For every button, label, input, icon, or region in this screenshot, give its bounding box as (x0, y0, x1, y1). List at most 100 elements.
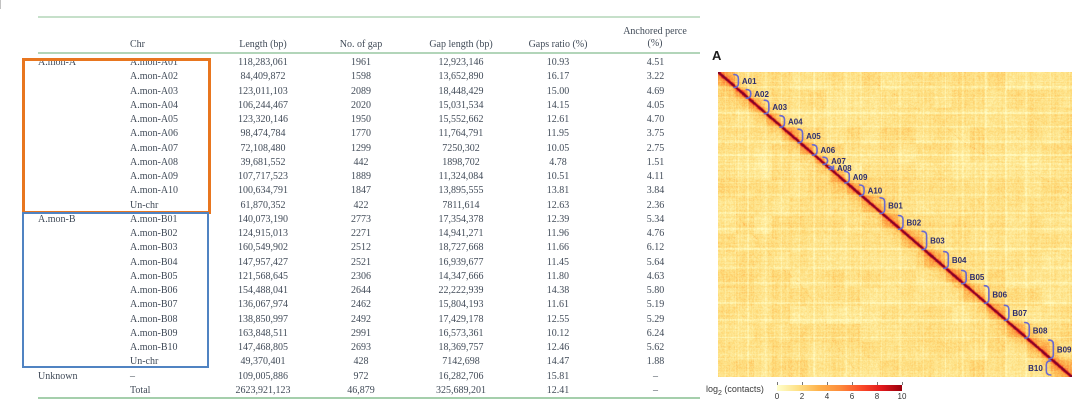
chrom-bracket (797, 128, 804, 144)
hic-contact-heatmap (718, 72, 1072, 377)
chrom-label: A02 (754, 90, 769, 99)
cell-anchored: 4.76 (646, 228, 665, 239)
cell-chr: A.mon-B03 (130, 242, 178, 254)
chrom-label: A06 (821, 146, 836, 155)
cell-chr: A.mon-B07 (130, 299, 178, 311)
cell-chr: Un-chr (130, 199, 159, 211)
cell-chr: A.mon-B06 (130, 285, 178, 296)
cell-ratio: 4.78 (549, 156, 567, 168)
cell-chr: A.mon-A08 (130, 156, 179, 168)
cell-gap-length: 12,923,146 (438, 57, 484, 68)
cell-gap-length: 7811,614 (442, 199, 480, 211)
cell-gaps: 2306 (351, 270, 371, 282)
cell-len: 154,488,041 (238, 285, 288, 296)
cell-ratio: 10.12 (546, 327, 570, 339)
chrom-bracket (1024, 321, 1031, 339)
cell-ratio: 10.93 (546, 57, 570, 68)
cell-gap-length: 325,689,201 (436, 384, 486, 396)
chrom-bracket (1003, 304, 1010, 322)
chrom-bracket (1045, 360, 1052, 376)
table-row: A.mon-A07 72,108,480 1299 7250,302 10.05 2.75 (0, 142, 720, 156)
colorbar (777, 385, 902, 391)
table-header-row: Chr Length (bp) No. of gap Gap length (b… (0, 18, 720, 51)
cell-chr: A.mon-A06 (130, 128, 179, 140)
table-row: A.mon-A06 98,474,784 1770 11,764,791 11.95 3.… (0, 127, 720, 141)
chrom-bracket (745, 88, 752, 99)
cell-len: 136,067,974 (238, 299, 288, 311)
cell-gap-length: 15,031,534 (438, 99, 484, 111)
cell-ratio: 12.46 (546, 342, 570, 353)
table-row: A.mon-A05 123,320,146 1950 15,552,662 12.61 4… (0, 113, 720, 127)
colorbar-tick-mark (902, 382, 903, 385)
cell-len: 123,320,146 (238, 114, 288, 125)
colorbar-tick-label: 2 (799, 392, 805, 401)
cell-chr: A.mon-B02 (130, 228, 178, 239)
cell-anchored: 5.29 (646, 313, 665, 325)
cell-gaps: 2693 (351, 342, 371, 353)
chrom-bracket (763, 99, 770, 115)
cell-gaps: 422 (353, 199, 369, 211)
chrom-bracket (983, 284, 990, 305)
table-row: Un-chr 61,870,352 422 7811,614 12.63 2.36 (0, 199, 720, 213)
cell-gaps: 2644 (351, 285, 371, 296)
chrom-label: B03 (930, 237, 945, 246)
table-top-rule (38, 16, 700, 18)
chrom-label: B09 (1057, 346, 1072, 355)
cell-anchored: 1.88 (646, 356, 665, 368)
table-row: A.mon-B04 147,957,427 2521 16,939,677 11.45 5… (0, 256, 720, 270)
cell-gaps: 46,879 (347, 384, 375, 396)
cell-gaps: 1299 (351, 142, 371, 154)
chrom-bracket (858, 184, 865, 197)
table-row: A.mon-B05 121,568,645 2306 14,347,666 11.80 4… (0, 270, 720, 284)
cell-chr: Total (130, 384, 151, 396)
cell-gap-length: 15,552,662 (438, 114, 484, 125)
chrom-label: B10 (1028, 364, 1043, 373)
chrom-label: A10 (868, 186, 883, 195)
chrom-label: A01 (742, 77, 757, 86)
cell-gaps: 2020 (351, 99, 371, 111)
table-row: A.mon-A A.mon-A01 118,283,061 1961 12,923,14… (0, 56, 720, 70)
cell-anchored: 6.24 (646, 327, 665, 339)
chrom-bracket (1048, 339, 1055, 360)
cell-anchored: 5.64 (646, 256, 665, 268)
chrom-bracket (879, 197, 886, 215)
col-header-gap-length: Gap length (bp) (429, 39, 493, 50)
table-row: A.mon-B09 163,848,511 2991 16,573,361 10.12 6… (0, 327, 720, 341)
cell-ratio: 14.47 (546, 356, 570, 368)
cell-len: 147,468,805 (238, 342, 288, 353)
chrom-label: B07 (1012, 309, 1027, 318)
cell-chr: A.mon-A02 (130, 71, 179, 83)
chrom-bracket (960, 269, 967, 285)
cell-len: 61,870,352 (240, 199, 286, 211)
chrom-label: A09 (853, 173, 868, 182)
colorbar-tick-mark (827, 382, 828, 385)
colorbar-tick-label: 6 (849, 392, 855, 401)
cell-len: 84,409,872 (240, 71, 286, 83)
cell-ratio: 13.81 (546, 185, 570, 197)
colorbar-tick-label: 0 (774, 392, 780, 401)
cell-group: A.mon-B (38, 213, 76, 225)
cell-len: 72,108,480 (240, 142, 286, 154)
table-row: Total 2623,921,123 46,879 325,689,201 12.41 – (0, 384, 720, 398)
table-row: A.mon-A10 100,634,791 1847 13,895,555 13.81 3… (0, 184, 720, 198)
chrom-bracket (779, 114, 786, 128)
table-row: A.mon-B02 124,915,013 2271 14,941,271 11.96 4… (0, 227, 720, 241)
table-row: A.mon-A03 123,011,103 2089 18,448,429 15.00 4… (0, 85, 720, 99)
colorbar-tick-label: 10 (897, 392, 907, 401)
cell-gaps: 1889 (351, 171, 371, 182)
cell-len: 121,568,645 (238, 270, 288, 282)
cell-ratio: 12.63 (546, 199, 570, 211)
table-row: A.mon-A04 106,244,467 2020 15,031,534 14.15 4… (0, 99, 720, 113)
cell-gap-length: 17,429,178 (438, 313, 484, 325)
cell-len: 118,283,061 (238, 57, 288, 68)
table-header-rule (38, 52, 700, 54)
cell-gap-length: 11,764,791 (438, 128, 484, 140)
cell-gaps: 1598 (351, 71, 371, 83)
cell-anchored: 5.80 (646, 285, 665, 296)
cell-anchored: 3.75 (646, 128, 665, 140)
chrom-bracket (943, 250, 950, 270)
chrom-label: A05 (806, 132, 821, 141)
col-header-gaps-ratio: Gaps ratio (%) (528, 39, 588, 50)
cell-anchored: 2.75 (646, 142, 665, 154)
